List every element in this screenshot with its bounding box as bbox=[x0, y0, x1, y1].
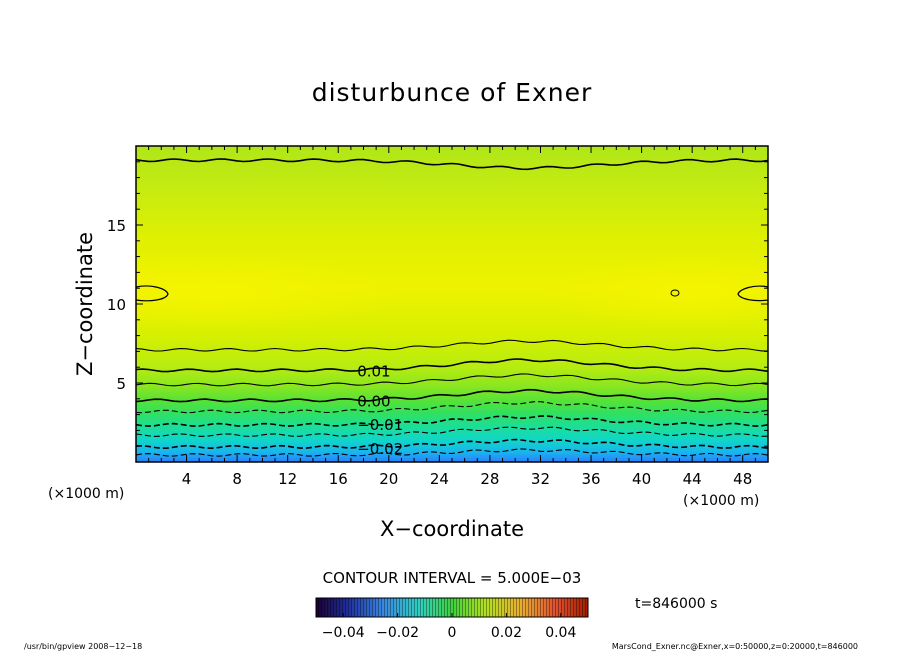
footer-left: /usr/bin/gpview 2008−12−18 bbox=[24, 642, 143, 651]
x-unit-right: (×1000 m) bbox=[683, 493, 759, 509]
x-tick-label: 32 bbox=[531, 470, 550, 488]
contour-closed-left bbox=[136, 285, 169, 302]
colorbar-ticks: −0.04 −0.02 0 0.02 0.04 bbox=[322, 613, 576, 641]
warm-region-right bbox=[540, 254, 768, 330]
colorbar-tick-label: 0 bbox=[448, 625, 457, 641]
x-tick-label: 24 bbox=[430, 470, 449, 488]
contour-line bbox=[136, 415, 768, 427]
chart-title: disturbunce of Exner bbox=[312, 78, 593, 107]
colorbar-tick-label: 0.02 bbox=[491, 625, 522, 641]
x-tick-label: 36 bbox=[581, 470, 600, 488]
contour-line bbox=[136, 438, 768, 450]
time-label: t=846000 s bbox=[635, 596, 717, 612]
colorbar: −0.04 −0.02 0 0.02 0.04 bbox=[315, 597, 589, 641]
contour-label: 0.01 bbox=[357, 362, 390, 380]
x-tick-label: 20 bbox=[379, 470, 398, 488]
contour-line bbox=[136, 401, 768, 414]
x-tick-label: 28 bbox=[480, 470, 499, 488]
warm-region-left bbox=[136, 252, 400, 332]
x-tick-label: 16 bbox=[329, 470, 348, 488]
contour-labels: 0.01 0.00 −0.01 −0.02 bbox=[357, 362, 403, 458]
x-tick-label: 44 bbox=[683, 470, 702, 488]
contour-interval: CONTOUR INTERVAL = 5.000E−03 bbox=[323, 569, 582, 587]
x-axis: 4 8 12 16 20 24 28 32 36 40 44 48 bbox=[148, 146, 756, 488]
x-tick-label: 4 bbox=[182, 470, 192, 488]
x-tick-label: 8 bbox=[232, 470, 242, 488]
contour-line bbox=[136, 448, 768, 457]
x-tick-label: 40 bbox=[632, 470, 651, 488]
contour-closed-right bbox=[737, 285, 768, 302]
contour-line bbox=[136, 388, 768, 403]
contour-line bbox=[136, 339, 768, 352]
contour-line bbox=[136, 373, 768, 387]
contour-label: −0.01 bbox=[357, 416, 403, 434]
y-tick-label: 5 bbox=[116, 375, 126, 393]
contour-label: 0.00 bbox=[357, 392, 390, 410]
contour-closed-small bbox=[670, 289, 680, 297]
x-unit-left: (×1000 m) bbox=[48, 486, 124, 502]
contour-lines bbox=[136, 158, 768, 457]
contour-line bbox=[136, 358, 768, 373]
x-tick-label: 12 bbox=[278, 470, 297, 488]
colorbar-stripes bbox=[316, 598, 588, 617]
contour-line bbox=[136, 426, 768, 437]
colorbar-tick-label: −0.02 bbox=[376, 625, 419, 641]
y-tick-label: 15 bbox=[107, 217, 126, 235]
x-tick-label: 48 bbox=[733, 470, 752, 488]
plot-area: 0.01 0.00 −0.01 −0.02 bbox=[136, 146, 768, 462]
colorbar-tick-label: 0.04 bbox=[545, 625, 576, 641]
y-tick-label: 10 bbox=[107, 296, 126, 314]
footer-right: MarsCond_Exner.nc@Exner,x=0:50000,z=0:20… bbox=[611, 642, 858, 651]
contour-line bbox=[136, 158, 768, 171]
y-axis-label: Z−coordinate bbox=[73, 232, 97, 376]
contour-label: −0.02 bbox=[357, 440, 403, 458]
y-axis: 5 10 15 bbox=[107, 161, 768, 447]
colorbar-tick-label: −0.04 bbox=[322, 625, 365, 641]
x-axis-label: X−coordinate bbox=[380, 517, 524, 541]
